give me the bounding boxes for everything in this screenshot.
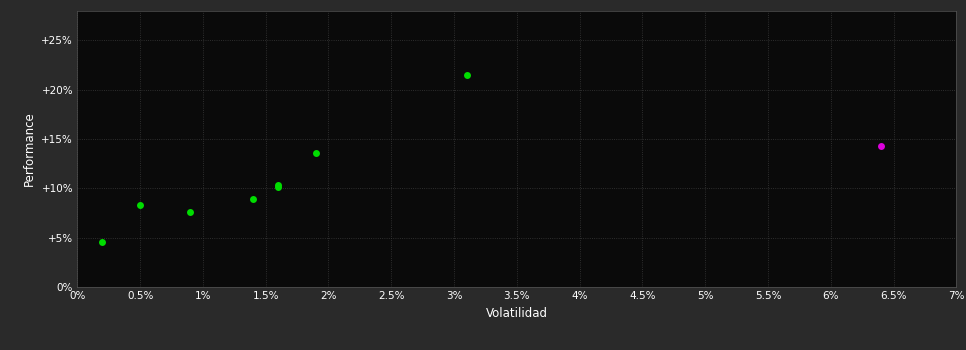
Point [873,143,889,149]
Point [270,184,286,190]
X-axis label: Volatilidad: Volatilidad [486,307,548,320]
Point [308,150,324,155]
Point [270,182,286,188]
Point [183,209,198,215]
Point [459,72,474,77]
Y-axis label: Performance: Performance [23,111,36,186]
Point [132,202,148,208]
Point [245,196,261,202]
Point [95,239,110,244]
